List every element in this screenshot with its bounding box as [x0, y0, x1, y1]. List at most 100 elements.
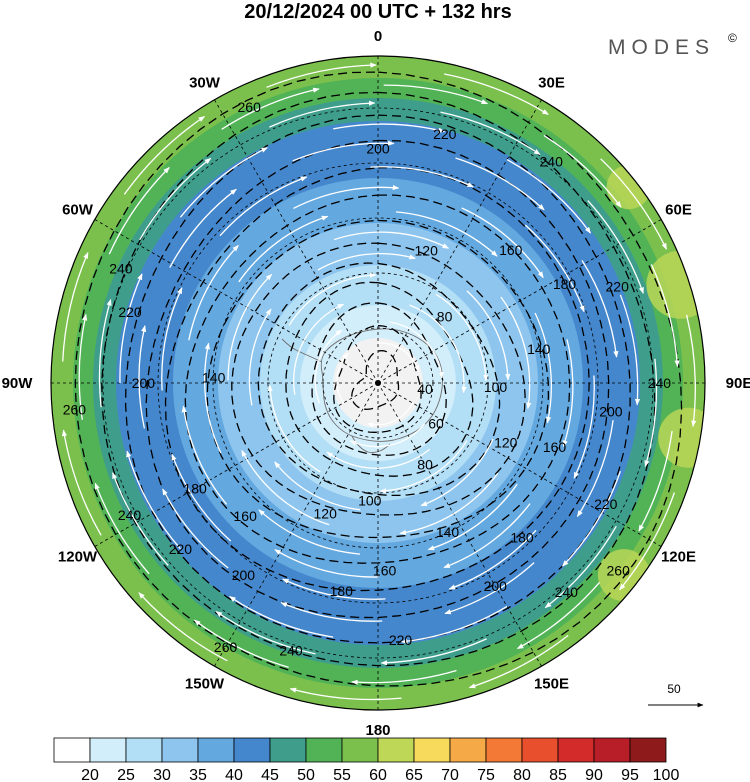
streamline — [544, 525, 617, 609]
vector-reference: 50 — [648, 682, 704, 708]
longitude-label: 150W — [185, 676, 225, 693]
streamline — [139, 157, 212, 241]
contour-label: 220 — [118, 304, 142, 320]
meridian-line — [94, 382, 379, 547]
peninsula-path — [281, 338, 323, 363]
wind-patch — [646, 250, 705, 319]
streamline — [562, 339, 574, 448]
streamline — [292, 140, 395, 162]
colorbar-label: 20 — [81, 767, 99, 782]
streamline — [336, 353, 349, 404]
streamline — [171, 453, 232, 542]
map-title: 20/12/2024 00 UTC + 132 hrs — [244, 1, 511, 23]
streamline — [380, 638, 487, 666]
streamline — [562, 470, 622, 567]
colorbar-label: 75 — [477, 767, 495, 782]
contour-label: 80 — [437, 308, 453, 324]
contour-label: 180 — [330, 583, 354, 599]
streamline — [227, 273, 273, 381]
streamline — [229, 595, 334, 638]
contour-line — [206, 219, 550, 539]
streamline — [466, 290, 511, 381]
longitude-label: 30W — [189, 75, 221, 92]
colorbar-box — [521, 737, 559, 763]
meridian-line — [377, 382, 662, 547]
contour-line — [124, 114, 631, 644]
streamline — [581, 260, 619, 358]
height-contours — [74, 71, 683, 687]
latitude-circle — [212, 217, 544, 549]
contour-label: 220 — [433, 126, 457, 142]
streamline — [383, 84, 489, 105]
longitude-label: 180 — [365, 722, 390, 739]
streamline — [685, 314, 697, 428]
streamline — [506, 159, 592, 234]
colorbar-box — [89, 737, 127, 763]
streamline — [333, 123, 446, 133]
streamline — [619, 294, 641, 406]
streamline — [638, 430, 673, 532]
streamline — [516, 581, 600, 650]
colorbar-box — [53, 737, 91, 763]
streamline — [221, 87, 320, 130]
colorbar-box — [125, 737, 163, 763]
streamline — [573, 375, 595, 479]
colorbar-label: 35 — [189, 767, 207, 782]
streamline — [587, 200, 644, 294]
streamline — [162, 488, 229, 569]
streamline — [123, 115, 206, 195]
colorbar-label: 25 — [117, 767, 135, 782]
streamline — [94, 482, 150, 575]
streamline — [650, 264, 680, 368]
streamline — [314, 329, 343, 404]
contour-label: 240 — [279, 643, 303, 659]
colorbar-box — [233, 737, 271, 763]
contour-label: 220 — [606, 278, 630, 294]
streamline — [181, 405, 228, 505]
colorbar-label: 45 — [261, 767, 279, 782]
contour-label: 180 — [553, 276, 577, 292]
contour-label: 200 — [232, 567, 256, 583]
streamline — [188, 244, 239, 341]
contour-line — [285, 281, 474, 477]
contour-label: 240 — [118, 507, 142, 523]
streamline — [576, 420, 614, 518]
streamline — [543, 134, 622, 208]
streamline — [193, 619, 289, 668]
colorbar-box — [377, 737, 415, 763]
latitude-circle — [322, 327, 434, 439]
contour-label: 200 — [484, 578, 508, 594]
pole-marker — [375, 380, 381, 386]
contour-line — [231, 242, 526, 516]
colorbar-box — [593, 737, 631, 763]
colorbar-label: 70 — [441, 767, 459, 782]
streamline — [161, 287, 183, 391]
streamline — [248, 308, 272, 406]
brand-text: MODES — [608, 36, 715, 59]
streamline — [288, 272, 377, 326]
streamline — [280, 602, 383, 622]
colorbar-box — [269, 737, 307, 763]
contour-line — [351, 350, 400, 410]
streamline — [274, 549, 379, 578]
colorbar-label: 100 — [653, 767, 680, 782]
streamline — [61, 429, 102, 536]
meridian-line — [377, 99, 542, 384]
streamline — [179, 147, 268, 218]
longitude-label: 0 — [374, 28, 382, 45]
longitude-label: 60W — [62, 202, 94, 219]
streamline — [269, 100, 376, 128]
colorbar-label: 40 — [225, 767, 243, 782]
contour-label: 100 — [358, 492, 382, 508]
streamline — [524, 224, 585, 313]
contour-label: 120 — [415, 243, 439, 259]
contour-label: 260 — [238, 99, 262, 115]
contour-label: 100 — [484, 379, 508, 395]
streamline — [282, 578, 386, 600]
streamline — [427, 483, 518, 551]
streamline — [409, 304, 467, 394]
map-border — [50, 55, 706, 711]
streamline — [619, 492, 676, 591]
contour-line — [101, 91, 656, 667]
